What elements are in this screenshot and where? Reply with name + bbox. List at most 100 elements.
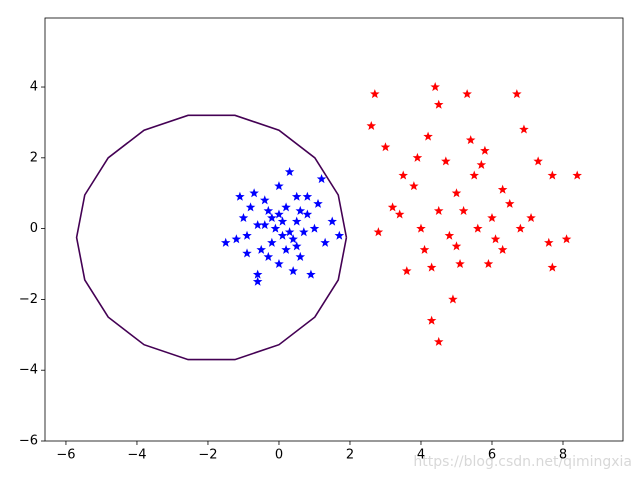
point [267,213,277,223]
point [426,315,437,325]
point [504,198,515,208]
x-tick-label: −4 [127,448,146,463]
point [394,209,405,219]
point [547,262,558,272]
point [252,269,263,279]
point [320,237,330,247]
point [462,89,472,99]
point [260,220,270,230]
point [515,223,526,233]
axes-frame [44,17,624,442]
point [267,237,277,247]
point [306,269,316,279]
point [441,156,451,166]
watermark: https://blog.csdn.net/qimingxia [413,454,632,470]
point [299,227,309,237]
point [284,227,295,237]
point [291,191,302,201]
point [291,216,302,226]
point [455,259,465,269]
point [288,234,298,244]
x-tick-label: −6 [56,448,75,463]
point [281,202,291,212]
point [263,205,274,215]
contour [75,114,348,361]
point [327,216,337,226]
point [402,266,412,276]
point [387,202,398,212]
point [302,209,313,219]
point [260,195,270,205]
point [412,152,423,162]
point [526,213,536,223]
point [487,213,497,223]
point [512,89,522,99]
point [302,191,313,201]
point [448,294,458,304]
point [295,205,306,215]
x-tick-label: 8 [559,448,567,463]
point [309,223,320,233]
point [249,188,259,198]
point [483,259,494,269]
x-tick-label: 2 [346,448,354,463]
point [291,241,302,251]
point [288,266,298,276]
point [252,220,263,230]
point [423,131,433,141]
point [281,244,291,254]
point [433,336,444,346]
point [547,170,558,180]
point [490,234,501,244]
y-tick-label: 2 [30,150,38,165]
point [231,234,242,244]
point [433,99,444,109]
y-tick-label: −2 [19,292,38,307]
point [451,241,462,251]
point [398,170,408,180]
x-tick-label: 4 [417,448,425,463]
point [426,262,437,272]
x-tick-label: −2 [198,448,217,463]
point [366,120,377,131]
point [274,209,284,219]
point [277,216,288,226]
point [284,166,295,177]
y-tick-label: −6 [19,434,38,449]
point [274,259,284,269]
point [274,181,284,191]
point [416,223,426,233]
point [533,156,543,166]
point [242,248,252,258]
point [277,230,288,240]
point [469,170,479,180]
point [242,230,252,240]
x-tick-label: 0 [275,448,283,463]
x-tick-label: 6 [488,448,496,463]
point [497,244,508,254]
point [444,230,455,240]
y-tick-label: 0 [30,221,38,236]
y-tick-label: 4 [30,80,38,95]
point [370,89,380,99]
point [451,188,462,198]
point [544,237,554,247]
point [473,223,483,233]
point [313,198,323,208]
point [476,159,487,169]
point [430,82,440,92]
point [235,191,245,201]
point [409,181,419,191]
point [497,184,508,194]
point [334,230,345,240]
point [519,124,529,134]
point [572,170,582,180]
y-tick-label: −4 [19,363,38,378]
point [220,237,231,247]
point [480,145,490,155]
point [561,234,572,244]
point [316,174,327,184]
